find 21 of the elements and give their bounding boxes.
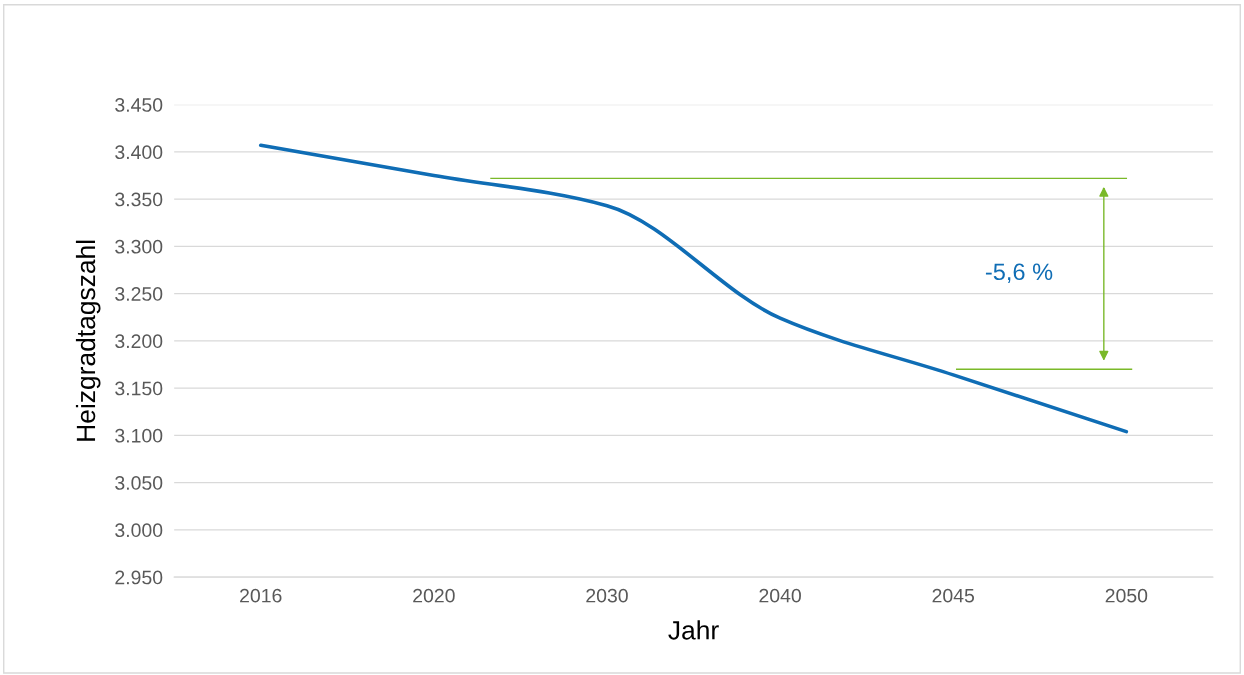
y-axis-title: Heizgradtagszahl bbox=[75, 240, 101, 441]
y-tick-label: 3.450 bbox=[115, 98, 163, 112]
y-tick-label: 3.300 bbox=[115, 239, 163, 254]
annotation: -5,6 % bbox=[985, 263, 1053, 283]
x-axis-title: Jahr bbox=[668, 620, 719, 640]
x-tick-label: 2030 bbox=[586, 588, 628, 603]
line-series bbox=[258, 143, 1129, 434]
y-tick-label: 3.000 bbox=[115, 523, 163, 538]
y-tick-label: 3.350 bbox=[115, 192, 163, 207]
x-tick-label: 2020 bbox=[413, 588, 455, 603]
y-tick-label: 3.050 bbox=[115, 476, 163, 490]
x-tick-label: 2050 bbox=[1105, 588, 1148, 603]
y-tick-label: 3.200 bbox=[115, 334, 163, 349]
x-tick-label: 2040 bbox=[759, 588, 801, 603]
x-tick-label: 2045 bbox=[932, 588, 975, 603]
y-tick-label: 3.400 bbox=[115, 145, 163, 160]
y-tick-label: 2.950 bbox=[115, 570, 163, 585]
x-tick-label: 2016 bbox=[240, 588, 282, 603]
y-tick-label: 3.100 bbox=[115, 428, 163, 443]
y-tick-label: 3.150 bbox=[115, 381, 163, 396]
y-tick-label: 3.250 bbox=[115, 287, 163, 301]
